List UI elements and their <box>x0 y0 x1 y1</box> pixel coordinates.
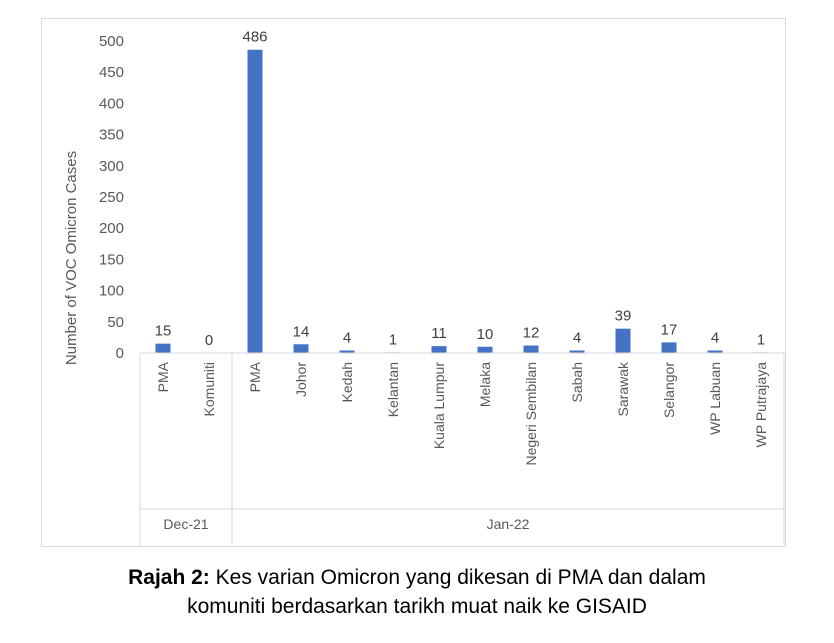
data-label: 14 <box>293 323 310 340</box>
data-label: 10 <box>477 326 494 343</box>
bar <box>155 343 171 353</box>
data-label: 39 <box>615 308 632 325</box>
category-label: Negeri Sembilan <box>523 362 539 466</box>
caption-line-2: komuniti berdasarkan tarikh muat naik ke… <box>187 595 647 618</box>
caption-line-1: Kes varian Omicron yang dikesan di PMA d… <box>209 566 706 589</box>
bar <box>569 350 585 353</box>
y-tick-label: 450 <box>99 64 124 81</box>
y-tick-label: 0 <box>116 345 124 362</box>
category-label: Kuala Lumpur <box>431 362 447 450</box>
data-label: 1 <box>389 331 397 348</box>
category-label: Melaka <box>477 362 493 407</box>
caption-label: Rajah 2: <box>128 566 210 589</box>
bar <box>615 328 631 353</box>
category-label: PMA <box>155 361 171 392</box>
category-labels: PMA Komuniti PMA Johor Kedah Kelantan Kuala Lu… <box>155 361 769 466</box>
y-tick-label: 250 <box>99 189 124 206</box>
data-label: 12 <box>523 325 540 342</box>
bar-chart: Number of VOC Omicron Cases 050100150200… <box>63 29 785 546</box>
category-label: WP Labuan <box>707 362 723 435</box>
y-tick-label: 350 <box>99 127 124 144</box>
category-axis-lines <box>139 352 785 546</box>
bars <box>155 49 769 354</box>
chart-frame <box>41 18 786 547</box>
data-label: 4 <box>343 330 351 347</box>
data-label: 17 <box>661 321 678 338</box>
data-label: 11 <box>431 325 447 342</box>
data-label: 486 <box>242 29 267 46</box>
category-label: Kelantan <box>385 362 401 417</box>
y-tick-label: 150 <box>99 251 124 268</box>
bar <box>477 346 493 353</box>
category-label: PMA <box>247 361 263 392</box>
category-label: Kedah <box>339 362 355 402</box>
data-label: 1 <box>757 331 765 348</box>
category-label: Selangor <box>661 362 677 418</box>
y-axis-title: Number of VOC Omicron Cases <box>63 151 80 365</box>
category-label: Johor <box>293 362 309 397</box>
bar <box>431 346 447 353</box>
y-tick-label: 400 <box>99 95 124 112</box>
figure-caption: Rajah 2: Kes varian Omicron yang dikesan… <box>0 563 834 621</box>
data-label: 4 <box>711 330 719 347</box>
category-label: Komuniti <box>201 362 217 416</box>
data-label: 15 <box>155 323 172 340</box>
bar <box>661 342 677 353</box>
category-label: Sabah <box>569 362 585 402</box>
bar <box>339 350 355 353</box>
bar <box>247 49 263 354</box>
y-tick-label: 100 <box>99 283 124 300</box>
y-tick-label: 300 <box>99 158 124 175</box>
data-label: 4 <box>573 330 581 347</box>
y-tick-label: 500 <box>99 33 124 50</box>
bar <box>293 344 309 353</box>
y-tick-label: 50 <box>107 314 124 331</box>
bar <box>707 350 723 353</box>
group-label: Jan-22 <box>487 516 530 532</box>
data-label: 0 <box>205 332 213 349</box>
bar <box>523 345 539 353</box>
group-labels: Dec-21 Jan-22 <box>163 516 529 532</box>
category-label: WP Putrajaya <box>753 362 769 448</box>
y-axis-ticks: 0 50 100 150 200 250 300 350 400 450 500 <box>99 33 124 362</box>
group-label: Dec-21 <box>163 516 208 532</box>
y-tick-label: 200 <box>99 220 124 237</box>
category-label: Sarawak <box>615 361 631 416</box>
